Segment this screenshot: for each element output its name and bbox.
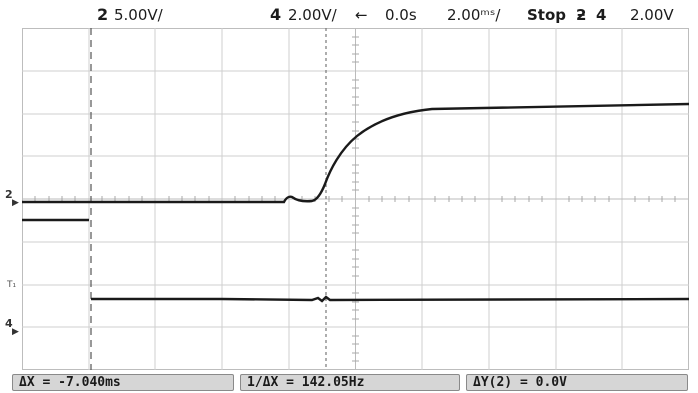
channel-4-ground-marker[interactable]: 4 — [5, 317, 13, 330]
channel-4-marker-arrow-icon: ▶ — [12, 327, 19, 337]
run-state[interactable]: Stop — [527, 6, 567, 24]
channel-2-trace — [22, 102, 689, 204]
delay-arrow-icon: ← — [355, 6, 368, 24]
horizontal-delay[interactable]: 0.0s — [385, 6, 417, 24]
delta-x-readout: ΔX = -7.040ms — [19, 375, 121, 390]
channel-4-number[interactable]: 4 — [270, 5, 282, 24]
channel-2-scale[interactable]: 5.00V/ — [114, 6, 163, 24]
channel-4-trace — [22, 218, 689, 303]
graticule-svg — [22, 28, 689, 370]
channel-4-scale[interactable]: 2.00V/ — [288, 6, 337, 24]
trigger-level-marker[interactable]: T₁ — [7, 280, 17, 290]
status-bar: 2 5.00V/ 4 2.00V/ ← 0.0s 2.00ᵐˢ/ Stop ƻ … — [0, 0, 698, 28]
delta-x-softkey[interactable]: ΔX = -7.040ms — [12, 374, 234, 391]
channel-2-marker-arrow-icon: ▶ — [12, 198, 19, 208]
channel-2-ground-marker[interactable]: 2 — [5, 188, 13, 201]
inverse-delta-x-readout: 1/ΔX = 142.05Hz — [247, 375, 365, 390]
channel-2-number[interactable]: 2 — [97, 5, 109, 24]
trigger-edge-icon: ƻ — [576, 6, 587, 24]
measurement-softkey-bar: ΔX = -7.040ms 1/ΔX = 142.05Hz ΔY(2) = 0.… — [0, 372, 698, 393]
waveform-display[interactable] — [22, 28, 689, 370]
time-scale[interactable]: 2.00ᵐˢ/ — [447, 6, 501, 24]
inverse-delta-x-softkey[interactable]: 1/ΔX = 142.05Hz — [240, 374, 460, 391]
trigger-level[interactable]: 2.00V — [630, 6, 674, 24]
delta-y-softkey[interactable]: ΔY(2) = 0.0V — [466, 374, 688, 391]
delta-y-readout: ΔY(2) = 0.0V — [473, 375, 567, 390]
trigger-channel[interactable]: 4 — [596, 6, 607, 24]
